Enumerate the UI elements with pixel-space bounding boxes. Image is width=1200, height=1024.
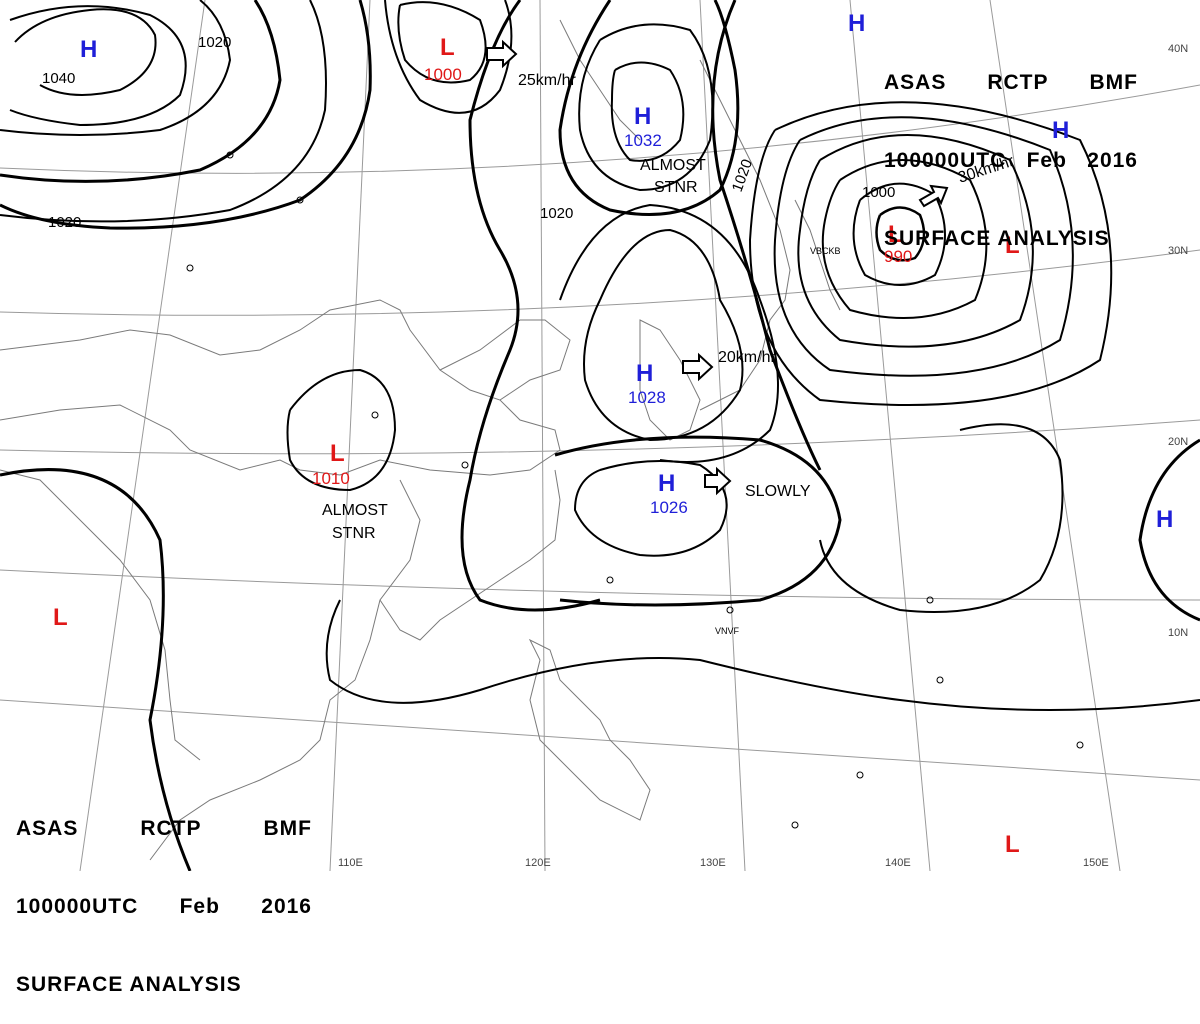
header-title: SURFACE ANALYSIS: [16, 973, 242, 996]
low-center-value: 990: [884, 247, 912, 266]
isobar: [748, 101, 1113, 406]
isobar: [0, 0, 282, 183]
station-id: VNVF: [715, 626, 740, 636]
low-center-letter: L: [888, 221, 903, 248]
header-station: RCTP: [140, 817, 202, 840]
lat-label-20n: 20N: [1168, 436, 1188, 448]
header-month: Feb: [1026, 149, 1067, 172]
isobar: [821, 159, 988, 319]
header-title: SURFACE ANALYSIS: [884, 227, 1110, 250]
lon-label-140e: 140E: [885, 857, 911, 869]
isobar: [559, 203, 779, 463]
weather-map: 40N 30N 20N 10N 110E 120E 130E 140E 150E…: [0, 0, 1200, 871]
high-letter: H: [1052, 117, 1069, 144]
isobar-label: 1020: [540, 205, 573, 222]
motion-note: ALMOST: [322, 502, 388, 519]
header-bottom-left: ASAS RCTP BMF 100000UTC Feb 2016 SURFACE…: [16, 764, 312, 1024]
isobar-label: 1000: [862, 184, 895, 201]
high-center-value: 1028: [628, 388, 666, 407]
isobar-1020-west: [0, 0, 372, 230]
isobar-label: 1020: [198, 34, 231, 51]
isobar: [773, 116, 1074, 377]
header-time-line: 100000UTC Feb 2016: [884, 148, 1138, 174]
header-time-line: 100000UTC Feb 2016: [16, 894, 312, 920]
header-top-right: ASAS RCTP BMF 100000UTC Feb 2016 SURFACE…: [884, 18, 1138, 278]
header-office: BMF: [263, 817, 312, 840]
isobar-990-ring: [875, 206, 926, 262]
isobar: [0, 468, 192, 871]
header-year: 2016: [261, 895, 312, 918]
motion-note: ALMOST: [640, 157, 706, 174]
low-letter: L: [1005, 831, 1020, 858]
isobar: [554, 435, 842, 607]
isobars: [0, 0, 1200, 871]
station-id: VBCKB: [810, 246, 841, 256]
lon-label-130e: 130E: [700, 857, 726, 869]
isobar: [1138, 438, 1200, 622]
isobar: [9, 5, 187, 127]
header-station: RCTP: [987, 71, 1049, 94]
isobar-1000-ring: [852, 182, 946, 286]
isobar: [0, 0, 327, 223]
isobar: [325, 599, 1200, 711]
isobar-1020-central: [460, 0, 601, 612]
isobar-1010-ring: [286, 368, 397, 492]
station-marks: [186, 151, 1084, 829]
isobar-label: 1020: [729, 157, 756, 194]
high-center-letter: H: [658, 470, 675, 497]
motion-note: STNR: [654, 179, 698, 196]
motion-arrows: [486, 39, 949, 496]
header-office: BMF: [1089, 71, 1138, 94]
isobar-1032-ring: [610, 61, 685, 162]
header-month: Feb: [179, 895, 220, 918]
isobar: [384, 0, 513, 114]
low-letter: L: [53, 604, 68, 631]
low-center-letter: L: [330, 440, 345, 467]
motion-speed-label: 20km/hr: [718, 349, 776, 366]
isobar: [578, 23, 714, 192]
isobar: [797, 134, 1034, 348]
low-center-value: 1010: [312, 469, 350, 488]
high-center-letter: H: [634, 103, 651, 130]
motion-note: STNR: [332, 525, 376, 542]
high-letter: H: [848, 10, 865, 37]
header-time: 100000UTC: [884, 149, 1007, 172]
isobar-1026-ring: [573, 460, 728, 557]
lon-label-110e: 110E: [338, 857, 363, 869]
header-agency-line: ASAS RCTP BMF: [884, 70, 1138, 96]
header-product: ASAS: [884, 71, 947, 94]
lon-label-150e: 150E: [1083, 857, 1109, 869]
isobar-1028-ring: [583, 228, 744, 442]
high-center-value: 1026: [650, 498, 688, 517]
isobar-1020-jp: [558, 0, 740, 216]
isobar: [819, 423, 1064, 613]
isobar-label: 1040: [42, 70, 75, 87]
isobar-1020-east: [711, 0, 822, 471]
high-letter: H: [1156, 506, 1173, 533]
header-agency-line: ASAS RCTP BMF: [16, 816, 312, 842]
lat-label-30n: 30N: [1168, 245, 1188, 257]
lat-label-40n: 40N: [1168, 43, 1188, 55]
low-letter: L: [1005, 232, 1020, 259]
isobar: [0, 0, 232, 136]
lon-label-120e: 120E: [525, 857, 551, 869]
isobar-label: 1020: [48, 214, 81, 231]
low-center-value: 1000: [424, 65, 462, 84]
motion-speed-label: 25km/hr: [518, 72, 576, 89]
high-center-letter: H: [80, 36, 97, 63]
isobar: [397, 1, 487, 84]
header-time: 100000UTC: [16, 895, 139, 918]
high-center-letter: H: [636, 360, 653, 387]
header-year: 2016: [1087, 149, 1138, 172]
motion-speed-label: SLOWLY: [745, 483, 811, 500]
isobar-1040-center: [14, 8, 157, 96]
lat-label-10n: 10N: [1168, 627, 1188, 639]
graticule: [0, 0, 1200, 871]
high-center-value: 1032: [624, 131, 662, 150]
header-product: ASAS: [16, 817, 79, 840]
low-center-letter: L: [440, 34, 455, 61]
